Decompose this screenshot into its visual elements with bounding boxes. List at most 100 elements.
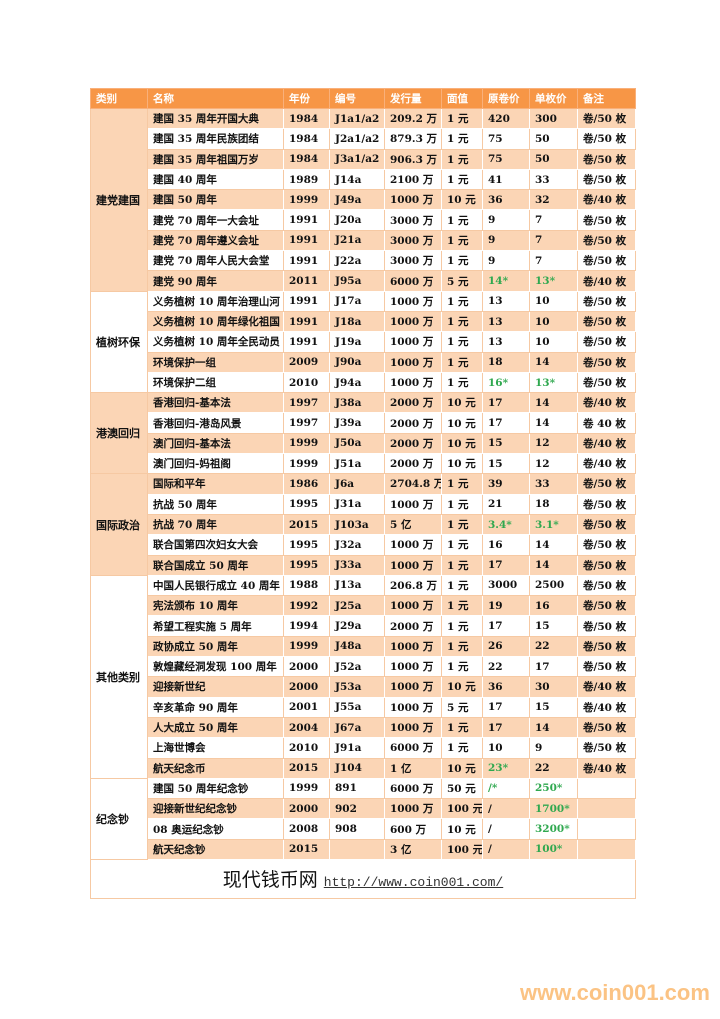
- table-cell: 209.2 万: [384, 107, 442, 130]
- table-cell: 1 元: [441, 473, 483, 495]
- table-cell: 1000 万: [384, 696, 442, 718]
- table-cell: 5 元: [441, 696, 483, 718]
- table-cell: 17: [529, 656, 578, 678]
- table-cell: J51a: [329, 453, 385, 475]
- table-cell: 08 奥运纪念钞: [147, 818, 284, 840]
- table-cell: 抗战 70 周年: [147, 513, 284, 536]
- table-cell: 100*: [529, 838, 578, 860]
- table-cell: J53a: [329, 676, 385, 698]
- table-cell: J32a: [329, 534, 385, 556]
- table-cell: J29a: [329, 615, 385, 637]
- table-cell: 1986: [283, 473, 330, 495]
- table-cell: 1999: [283, 635, 330, 658]
- table-cell: 1999: [283, 432, 330, 455]
- table-cell: 2000: [283, 798, 330, 820]
- table-cell: 卷/40 枚: [577, 453, 636, 475]
- table-cell: 33: [529, 168, 578, 191]
- table-cell: 1995: [283, 493, 330, 515]
- table-cell: 1991: [283, 331, 330, 353]
- table-cell: 10: [529, 290, 578, 312]
- table-cell: J3a1/a2: [329, 148, 385, 170]
- table-cell: 41: [482, 168, 530, 191]
- table-cell: 1000 万: [384, 595, 442, 617]
- table-cell: 22: [482, 656, 530, 678]
- table-cell: 建国 50 周年: [147, 189, 284, 211]
- table-cell: 1997: [283, 412, 330, 434]
- table-cell: 3000 万: [384, 250, 442, 272]
- table-cell: 宪法颁布 10 周年: [147, 595, 284, 617]
- table-cell: 卷/50 枚: [577, 656, 636, 678]
- table-cell: 36: [482, 189, 530, 211]
- table-cell: 1000 万: [384, 290, 442, 312]
- table-cell: 13: [482, 310, 530, 333]
- table-cell: 卷/40 枚: [577, 676, 636, 698]
- table-cell: 3000 万: [384, 229, 442, 252]
- table-cell: 1 元: [441, 128, 483, 150]
- table-cell: 1000 万: [384, 189, 442, 211]
- column-header: 原卷价: [482, 88, 530, 109]
- table-cell: 2000 万: [384, 453, 442, 475]
- table-cell: [577, 838, 636, 860]
- table-cell: 卷/50 枚: [577, 290, 636, 312]
- table-row: 迎接新世纪 2000 J53a 1000 万 10 元 36 30 卷/40 枚: [91, 676, 636, 698]
- table-cell: 1 元: [441, 148, 483, 170]
- site-url-link[interactable]: http://www.coin001.com/: [323, 875, 504, 891]
- watermark: www.coin001.com: [520, 980, 710, 1005]
- table-cell: 14: [529, 534, 578, 556]
- table-cell: 2010: [283, 371, 330, 394]
- table-cell: J91a: [329, 737, 385, 759]
- table-cell: J18a: [329, 310, 385, 333]
- table-cell: J6a: [329, 473, 385, 495]
- table-cell: 14*: [482, 270, 530, 292]
- table-cell: J1a1/a2: [329, 107, 385, 130]
- table-cell: 卷/50 枚: [577, 229, 636, 252]
- table-cell: J20a: [329, 209, 385, 231]
- table-cell: 15: [529, 615, 578, 637]
- table-cell: 2001: [283, 696, 330, 718]
- table-cell: 卷/50 枚: [577, 168, 636, 191]
- table-cell: 卷/50 枚: [577, 615, 636, 637]
- table-cell: 1 元: [441, 250, 483, 272]
- table-cell: 卷/50 枚: [577, 716, 636, 739]
- column-header: 编号: [329, 88, 385, 109]
- table-cell: 1 元: [441, 716, 483, 739]
- table-cell: 6000 万: [384, 777, 442, 800]
- table-cell: 中国人民银行成立 40 周年: [147, 574, 284, 597]
- table-cell: 1 元: [441, 656, 483, 678]
- table-cell: 14: [529, 412, 578, 434]
- table-cell: 9: [482, 250, 530, 272]
- table-cell: 75: [482, 128, 530, 150]
- table-cell: [577, 777, 636, 800]
- table-cell: J104: [329, 757, 385, 779]
- table-cell: 2011: [283, 270, 330, 292]
- table-cell: 2704.8 万: [384, 473, 442, 495]
- table-cell: 1 元: [441, 229, 483, 252]
- table-cell: 18: [482, 351, 530, 373]
- table-cell: 义务植树 10 周年全民动员: [147, 331, 284, 353]
- table-cell: 12: [529, 432, 578, 455]
- table-cell: 卷/50 枚: [577, 595, 636, 617]
- table-cell: J48a: [329, 635, 385, 658]
- table-cell: 国际和平年: [147, 473, 284, 495]
- table-row: 香港回归-港岛风景 1997 J39a 2000 万 10 元 17 14 卷 40 枚: [91, 412, 636, 434]
- table-cell: J19a: [329, 331, 385, 353]
- table-cell: 1000 万: [384, 310, 442, 333]
- table-cell: 50: [529, 148, 578, 170]
- table-cell: 卷/40 枚: [577, 392, 636, 414]
- table-cell: J55a: [329, 696, 385, 718]
- table-cell: 1995: [283, 554, 330, 576]
- column-header: 备注: [577, 88, 636, 109]
- table-cell: 22: [529, 757, 578, 779]
- table-cell: 17: [482, 412, 530, 434]
- table-cell: 21: [482, 493, 530, 515]
- table-cell: 1 元: [441, 554, 483, 576]
- column-header: 名称: [147, 88, 284, 109]
- table-cell: 18: [529, 493, 578, 515]
